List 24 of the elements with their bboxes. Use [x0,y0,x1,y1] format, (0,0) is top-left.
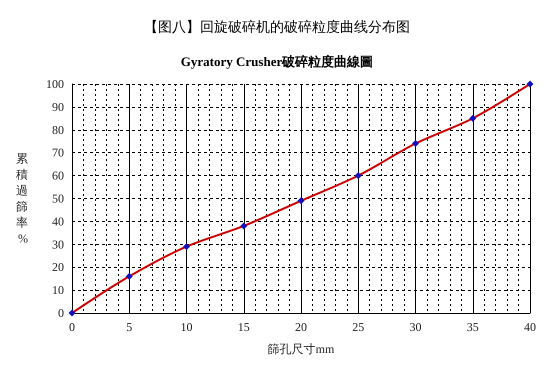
x-tick-label: 25 [352,320,364,334]
y-tick-label: 0 [58,306,64,320]
y-tick-label: 50 [52,192,64,206]
chart-subtitle: Gyratory Crusher破碎粒度曲線圖 [180,54,374,69]
x-tick-label: 35 [466,320,479,334]
x-tick-label: 10 [180,320,192,334]
y-tick-label: 20 [52,260,64,274]
y-axis-title: 累積過篩率% [16,152,28,246]
y-tick-label: 70 [52,146,64,160]
x-tick-label: 20 [295,320,307,334]
y-tick-label: 40 [52,214,64,228]
x-tick-label: 0 [69,320,75,334]
y-tick-label: 30 [52,237,64,252]
x-tick-label: 40 [524,320,536,334]
x-tick-label: 15 [238,320,250,334]
y-tick-label: 10 [52,283,64,298]
chart-title: 【图八】回旋破碎机的破碎粒度曲线分布图 [144,20,410,36]
y-tick-label: 80 [52,122,64,137]
y-tick-label: 60 [52,168,64,183]
y-tick-label: 100 [46,77,64,91]
x-axis-title: 篩孔尺寸mm [268,342,335,356]
x-tick-label: 5 [126,320,132,334]
x-tick-label: 30 [410,320,422,334]
y-tick-label: 90 [52,100,64,114]
